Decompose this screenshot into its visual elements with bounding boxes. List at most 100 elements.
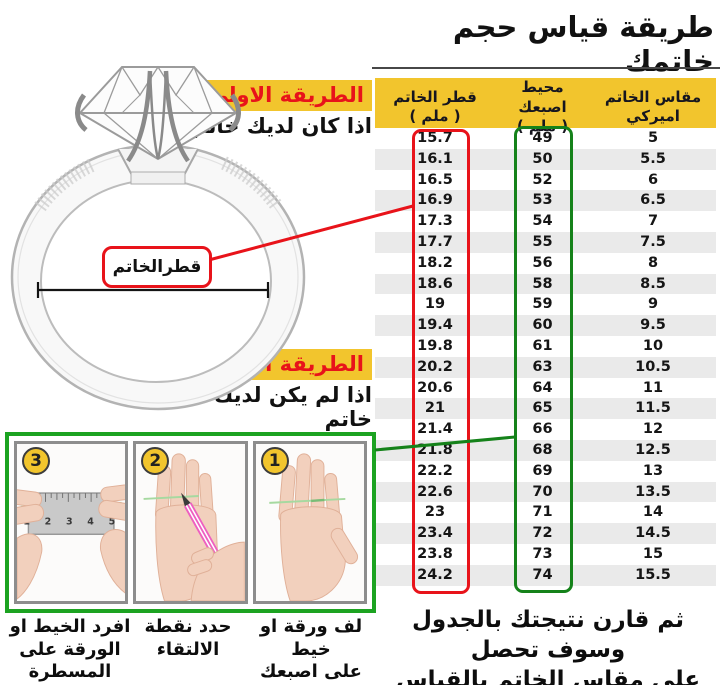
step-1-caption: لف ورقة او خيط على اصبعك [259, 616, 363, 682]
cell-circumference: 64 [532, 379, 553, 396]
table-row: 23.4 72 14.5 [375, 523, 716, 544]
cell-diameter: 19.4 [417, 317, 453, 334]
table-row: 19.4 60 9.5 [375, 315, 716, 336]
page-title: طريقة قياس حجم خاتمك [452, 10, 714, 78]
cell-diameter: 19.8 [417, 337, 453, 354]
method-2-subtitle: اذا لم يكن لديك خاتم [214, 383, 372, 431]
step-2-panel: 2 [133, 441, 248, 604]
cell-circumference: 60 [532, 317, 553, 334]
cell-circumference: 50 [532, 150, 553, 167]
table-row: 22.6 70 13.5 [375, 481, 716, 503]
step-1-panel: 1 [252, 441, 367, 604]
cell-diameter: 21.8 [417, 441, 453, 458]
ring-prongs [75, 70, 241, 163]
table-row: 19.8 61 10 [375, 336, 716, 357]
table-row: 23 71 14 [375, 502, 716, 523]
cell-circumference: 61 [532, 337, 553, 354]
table-row: 20.6 64 11 [375, 378, 716, 399]
cell-diameter: 15.7 [417, 130, 453, 146]
cell-us-size: 14 [642, 504, 664, 521]
cell-diameter: 23.8 [417, 545, 453, 562]
cell-circumference: 56 [532, 254, 553, 271]
diamond-sketch [78, 65, 238, 161]
table-row: 16.1 50 5.5 [375, 148, 716, 170]
step-3-panel: 3 1 2 3 4 5 [14, 441, 129, 604]
ring-size-table: قطر الخاتم ( ملم ) محيط اصبعك ( ملم ) مق… [375, 78, 716, 586]
cell-us-size: 6.5 [640, 192, 666, 209]
cell-diameter: 17.7 [417, 233, 453, 250]
step-2-badge: 2 [141, 447, 170, 475]
cell-us-size: 7 [647, 213, 659, 230]
cell-circumference: 73 [532, 545, 553, 562]
cell-us-size: 12 [642, 421, 664, 438]
cell-us-size: 9.5 [640, 317, 666, 334]
cell-us-size: 10.5 [635, 358, 671, 375]
cell-circumference: 68 [532, 441, 553, 458]
footer-instruction: ثم قارن نتيجتك بالجدول وسوف تحصل على مقا… [395, 607, 701, 685]
cell-diameter: 19 [424, 296, 446, 313]
cell-circumference: 72 [532, 525, 553, 542]
cell-diameter: 20.6 [417, 379, 453, 396]
cell-circumference: 59 [532, 296, 553, 313]
cell-diameter: 23.4 [417, 525, 453, 542]
table-row: 24.2 74 15.5 [375, 564, 716, 586]
cell-diameter: 18.6 [417, 275, 453, 292]
cell-diameter: 22.2 [417, 462, 453, 479]
table-row: 23.8 73 15 [375, 544, 716, 565]
cell-circumference: 52 [532, 171, 553, 188]
cell-diameter: 16.5 [417, 171, 453, 188]
size-table-rows: 15.7 49 5 16.1 50 5.5 16.5 52 6 16.9 53 … [375, 128, 716, 586]
cell-us-size: 6 [647, 171, 659, 188]
cell-us-size: 11 [642, 379, 664, 396]
table-row: 22.2 69 13 [375, 461, 716, 482]
step-1-hand-photo [255, 444, 364, 601]
table-row: 15.7 49 5 [375, 128, 716, 149]
cell-us-size: 9 [647, 296, 659, 313]
cell-us-size: 7.5 [640, 233, 666, 250]
diameter-measure-line [36, 282, 270, 298]
step-2-caption: حدد نقطة الالتقاء [144, 616, 232, 660]
header-diameter: قطر الخاتم ( ملم ) [393, 87, 477, 126]
cell-us-size: 5.5 [640, 150, 666, 167]
ring-diameter-label: قطرالخاتم [102, 246, 212, 288]
cell-circumference: 65 [532, 400, 553, 417]
cell-us-size: 8.5 [640, 275, 666, 292]
table-row: 21.4 66 12 [375, 419, 716, 440]
cell-circumference: 70 [532, 483, 553, 500]
cell-diameter: 24.2 [417, 566, 453, 583]
cell-circumference: 55 [532, 233, 553, 250]
table-header-row: قطر الخاتم ( ملم ) محيط اصبعك ( ملم ) مق… [375, 78, 716, 135]
table-row: 16.5 52 6 [375, 170, 716, 191]
cell-diameter: 21.4 [417, 421, 453, 438]
table-row: 17.7 55 7.5 [375, 231, 716, 253]
header-us-size: مقاس الخاتم اميركي [604, 87, 702, 126]
holding-hand [187, 541, 245, 601]
cell-us-size: 13.5 [635, 483, 671, 500]
cell-us-size: 5 [647, 130, 659, 146]
cell-us-size: 13 [642, 462, 664, 479]
cell-us-size: 15 [642, 545, 664, 562]
cell-circumference: 54 [532, 213, 553, 230]
cell-us-size: 15.5 [635, 566, 671, 583]
cell-us-size: 11.5 [635, 400, 671, 417]
steps-image-box: 3 1 2 3 4 5 2 [5, 432, 376, 613]
cell-us-size: 10 [642, 337, 664, 354]
step-3-badge: 3 [22, 447, 50, 475]
table-row: 21 65 11.5 [375, 398, 716, 420]
cell-diameter: 21 [424, 400, 446, 417]
step-3-caption: افرد الخيط او الورقة على المسطرة [9, 616, 131, 682]
cell-circumference: 58 [532, 275, 553, 292]
band-hatching-left [34, 158, 96, 212]
cell-diameter: 22.6 [417, 483, 453, 500]
cell-circumference: 74 [532, 566, 553, 583]
pinching-hands [17, 482, 126, 600]
table-row: 19 59 9 [375, 294, 716, 315]
cell-diameter: 16.1 [417, 150, 453, 167]
table-row: 20.2 63 10.5 [375, 356, 716, 378]
ruler-numbers: 1 2 3 4 5 [23, 516, 121, 527]
step-1-badge: 1 [260, 447, 289, 475]
cell-us-size: 8 [647, 254, 659, 271]
cell-circumference: 66 [532, 421, 553, 438]
table-row: 18.6 58 8.5 [375, 273, 716, 295]
